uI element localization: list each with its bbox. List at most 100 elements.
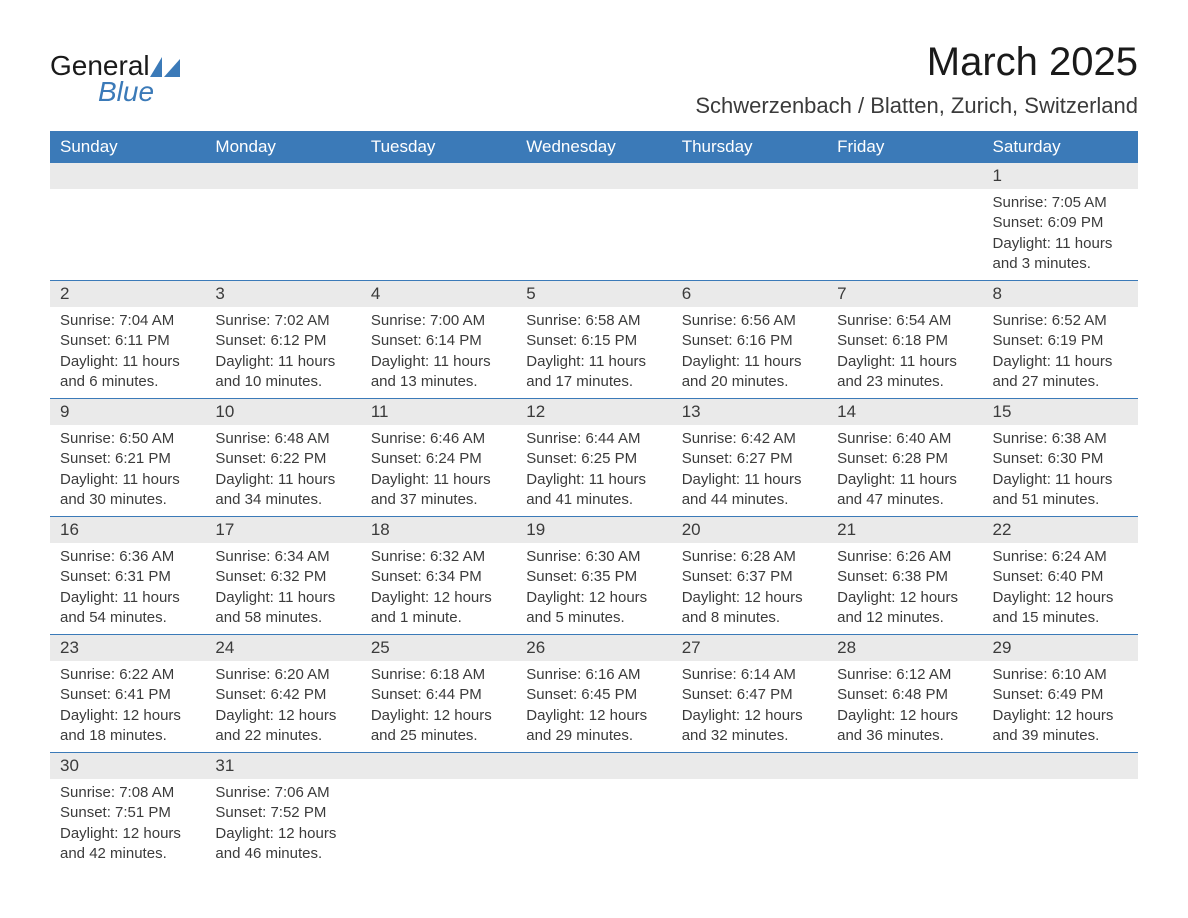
sunset-text: Sunset: 6:32 PM xyxy=(215,567,350,587)
sunrise-text: Sunrise: 7:00 AM xyxy=(371,311,506,331)
day-number: 28 xyxy=(827,635,982,661)
day-number: 6 xyxy=(672,281,827,307)
day-number xyxy=(205,163,360,189)
sunrise-text: Sunrise: 6:22 AM xyxy=(60,665,195,685)
calendar-cell xyxy=(827,163,982,281)
day-header-row: Sunday Monday Tuesday Wednesday Thursday… xyxy=(50,131,1138,163)
day-number: 26 xyxy=(516,635,671,661)
daylight-text: Daylight: 12 hours and 42 minutes. xyxy=(60,824,195,865)
calendar-cell: 22Sunrise: 6:24 AMSunset: 6:40 PMDayligh… xyxy=(983,517,1138,635)
sunrise-text: Sunrise: 6:52 AM xyxy=(993,311,1128,331)
day-content xyxy=(361,779,516,859)
day-number xyxy=(672,753,827,779)
sunset-text: Sunset: 6:38 PM xyxy=(837,567,972,587)
sunset-text: Sunset: 6:44 PM xyxy=(371,685,506,705)
calendar-cell: 14Sunrise: 6:40 AMSunset: 6:28 PMDayligh… xyxy=(827,399,982,517)
day-number: 13 xyxy=(672,399,827,425)
sunset-text: Sunset: 6:21 PM xyxy=(60,449,195,469)
sunset-text: Sunset: 6:12 PM xyxy=(215,331,350,351)
sunrise-text: Sunrise: 6:38 AM xyxy=(993,429,1128,449)
day-number: 15 xyxy=(983,399,1138,425)
calendar-cell: 10Sunrise: 6:48 AMSunset: 6:22 PMDayligh… xyxy=(205,399,360,517)
sunset-text: Sunset: 6:15 PM xyxy=(526,331,661,351)
sunset-text: Sunset: 6:22 PM xyxy=(215,449,350,469)
day-number: 24 xyxy=(205,635,360,661)
day-number xyxy=(516,163,671,189)
sunrise-text: Sunrise: 6:44 AM xyxy=(526,429,661,449)
day-number xyxy=(827,753,982,779)
day-content: Sunrise: 6:12 AMSunset: 6:48 PMDaylight:… xyxy=(827,661,982,752)
sunset-text: Sunset: 6:24 PM xyxy=(371,449,506,469)
day-number: 20 xyxy=(672,517,827,543)
calendar-cell: 12Sunrise: 6:44 AMSunset: 6:25 PMDayligh… xyxy=(516,399,671,517)
calendar-cell: 31Sunrise: 7:06 AMSunset: 7:52 PMDayligh… xyxy=(205,753,360,871)
daylight-text: Daylight: 11 hours and 13 minutes. xyxy=(371,352,506,393)
daylight-text: Daylight: 12 hours and 25 minutes. xyxy=(371,706,506,747)
sunrise-text: Sunrise: 6:12 AM xyxy=(837,665,972,685)
sunrise-text: Sunrise: 6:50 AM xyxy=(60,429,195,449)
sunrise-text: Sunrise: 6:10 AM xyxy=(993,665,1128,685)
daylight-text: Daylight: 11 hours and 23 minutes. xyxy=(837,352,972,393)
calendar-cell xyxy=(983,753,1138,871)
day-number: 4 xyxy=(361,281,516,307)
title-section: March 2025 Schwerzenbach / Blatten, Zuri… xyxy=(695,40,1138,119)
day-content: Sunrise: 6:46 AMSunset: 6:24 PMDaylight:… xyxy=(361,425,516,516)
day-number: 7 xyxy=(827,281,982,307)
day-content xyxy=(361,189,516,269)
day-content: Sunrise: 6:16 AMSunset: 6:45 PMDaylight:… xyxy=(516,661,671,752)
day-content: Sunrise: 6:10 AMSunset: 6:49 PMDaylight:… xyxy=(983,661,1138,752)
calendar-cell: 27Sunrise: 6:14 AMSunset: 6:47 PMDayligh… xyxy=(672,635,827,753)
day-header-tuesday: Tuesday xyxy=(361,131,516,163)
calendar-cell: 20Sunrise: 6:28 AMSunset: 6:37 PMDayligh… xyxy=(672,517,827,635)
calendar-cell: 3Sunrise: 7:02 AMSunset: 6:12 PMDaylight… xyxy=(205,281,360,399)
day-content: Sunrise: 7:02 AMSunset: 6:12 PMDaylight:… xyxy=(205,307,360,398)
day-content xyxy=(983,779,1138,859)
day-content: Sunrise: 6:26 AMSunset: 6:38 PMDaylight:… xyxy=(827,543,982,634)
calendar-cell: 19Sunrise: 6:30 AMSunset: 6:35 PMDayligh… xyxy=(516,517,671,635)
sunrise-text: Sunrise: 6:48 AM xyxy=(215,429,350,449)
day-number: 10 xyxy=(205,399,360,425)
calendar-cell: 2Sunrise: 7:04 AMSunset: 6:11 PMDaylight… xyxy=(50,281,205,399)
daylight-text: Daylight: 11 hours and 47 minutes. xyxy=(837,470,972,511)
calendar-week-row: 16Sunrise: 6:36 AMSunset: 6:31 PMDayligh… xyxy=(50,517,1138,635)
day-content: Sunrise: 6:52 AMSunset: 6:19 PMDaylight:… xyxy=(983,307,1138,398)
day-content xyxy=(516,779,671,859)
logo: General Blue xyxy=(50,50,180,108)
day-content: Sunrise: 6:40 AMSunset: 6:28 PMDaylight:… xyxy=(827,425,982,516)
day-content: Sunrise: 6:30 AMSunset: 6:35 PMDaylight:… xyxy=(516,543,671,634)
daylight-text: Daylight: 11 hours and 27 minutes. xyxy=(993,352,1128,393)
day-content: Sunrise: 6:18 AMSunset: 6:44 PMDaylight:… xyxy=(361,661,516,752)
day-number: 30 xyxy=(50,753,205,779)
calendar-cell: 24Sunrise: 6:20 AMSunset: 6:42 PMDayligh… xyxy=(205,635,360,753)
sunset-text: Sunset: 6:27 PM xyxy=(682,449,817,469)
day-number xyxy=(361,753,516,779)
calendar-cell: 28Sunrise: 6:12 AMSunset: 6:48 PMDayligh… xyxy=(827,635,982,753)
day-number: 12 xyxy=(516,399,671,425)
daylight-text: Daylight: 12 hours and 12 minutes. xyxy=(837,588,972,629)
sunset-text: Sunset: 7:52 PM xyxy=(215,803,350,823)
day-content: Sunrise: 6:20 AMSunset: 6:42 PMDaylight:… xyxy=(205,661,360,752)
calendar-cell: 23Sunrise: 6:22 AMSunset: 6:41 PMDayligh… xyxy=(50,635,205,753)
sunrise-text: Sunrise: 7:08 AM xyxy=(60,783,195,803)
day-content: Sunrise: 7:08 AMSunset: 7:51 PMDaylight:… xyxy=(50,779,205,870)
daylight-text: Daylight: 12 hours and 39 minutes. xyxy=(993,706,1128,747)
day-content xyxy=(516,189,671,269)
day-content: Sunrise: 6:22 AMSunset: 6:41 PMDaylight:… xyxy=(50,661,205,752)
sunrise-text: Sunrise: 6:16 AM xyxy=(526,665,661,685)
sunrise-text: Sunrise: 6:34 AM xyxy=(215,547,350,567)
calendar-cell: 17Sunrise: 6:34 AMSunset: 6:32 PMDayligh… xyxy=(205,517,360,635)
daylight-text: Daylight: 12 hours and 46 minutes. xyxy=(215,824,350,865)
day-number: 22 xyxy=(983,517,1138,543)
sunrise-text: Sunrise: 6:54 AM xyxy=(837,311,972,331)
day-number: 18 xyxy=(361,517,516,543)
daylight-text: Daylight: 12 hours and 29 minutes. xyxy=(526,706,661,747)
calendar-cell: 9Sunrise: 6:50 AMSunset: 6:21 PMDaylight… xyxy=(50,399,205,517)
daylight-text: Daylight: 11 hours and 6 minutes. xyxy=(60,352,195,393)
day-content: Sunrise: 6:28 AMSunset: 6:37 PMDaylight:… xyxy=(672,543,827,634)
calendar-cell: 25Sunrise: 6:18 AMSunset: 6:44 PMDayligh… xyxy=(361,635,516,753)
calendar-cell: 13Sunrise: 6:42 AMSunset: 6:27 PMDayligh… xyxy=(672,399,827,517)
sunset-text: Sunset: 6:18 PM xyxy=(837,331,972,351)
day-content: Sunrise: 7:05 AMSunset: 6:09 PMDaylight:… xyxy=(983,189,1138,280)
sunset-text: Sunset: 6:49 PM xyxy=(993,685,1128,705)
sunset-text: Sunset: 6:45 PM xyxy=(526,685,661,705)
